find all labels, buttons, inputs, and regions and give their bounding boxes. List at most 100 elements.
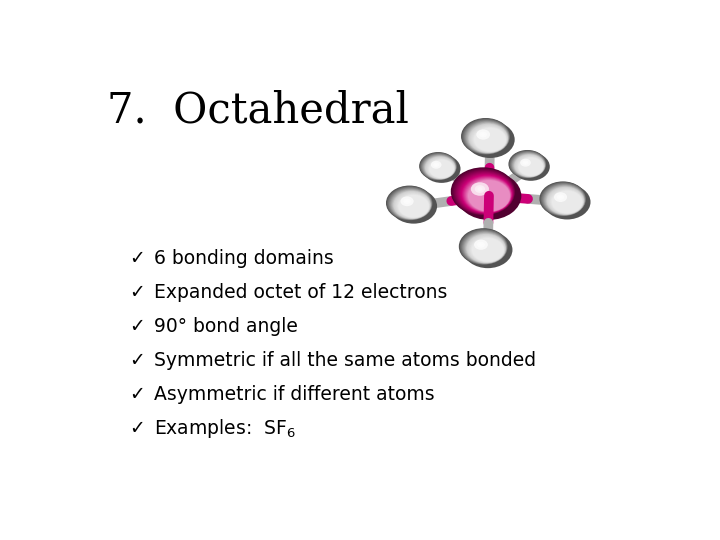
Circle shape <box>471 183 489 196</box>
Circle shape <box>554 192 567 202</box>
Circle shape <box>469 236 505 262</box>
Circle shape <box>477 242 485 248</box>
Circle shape <box>517 156 544 176</box>
Circle shape <box>508 150 546 178</box>
Circle shape <box>390 188 437 224</box>
Text: ✓: ✓ <box>130 317 145 336</box>
Circle shape <box>456 172 521 220</box>
Circle shape <box>549 189 583 214</box>
Text: Expanded octet of 12 electrons: Expanded octet of 12 electrons <box>154 283 448 302</box>
Circle shape <box>389 188 432 220</box>
Circle shape <box>481 133 485 136</box>
Circle shape <box>465 122 515 158</box>
Circle shape <box>470 125 508 152</box>
Circle shape <box>513 153 545 177</box>
Circle shape <box>464 177 511 212</box>
Circle shape <box>524 161 527 164</box>
Circle shape <box>420 153 456 180</box>
Circle shape <box>464 120 510 154</box>
Circle shape <box>470 237 504 262</box>
Circle shape <box>428 159 454 178</box>
Circle shape <box>462 231 507 264</box>
Circle shape <box>468 123 508 153</box>
Circle shape <box>455 170 514 214</box>
Text: Examples:  $\mathregular{SF_6}$: Examples: $\mathregular{SF_6}$ <box>154 417 296 440</box>
Circle shape <box>461 230 508 264</box>
Text: Asymmetric if different atoms: Asymmetric if different atoms <box>154 385 435 404</box>
Text: ✓: ✓ <box>130 351 145 370</box>
Circle shape <box>480 132 487 138</box>
Circle shape <box>551 190 582 213</box>
Circle shape <box>421 154 456 180</box>
Circle shape <box>547 187 584 214</box>
Circle shape <box>467 234 505 263</box>
Circle shape <box>514 154 544 177</box>
Circle shape <box>403 199 411 204</box>
Circle shape <box>466 122 509 153</box>
Text: 7.  Octahedral: 7. Octahedral <box>107 90 409 132</box>
Circle shape <box>474 185 485 193</box>
Circle shape <box>465 233 506 264</box>
Circle shape <box>546 186 584 215</box>
Circle shape <box>467 122 508 153</box>
Circle shape <box>392 191 431 219</box>
Circle shape <box>477 130 490 140</box>
Text: 90° bond angle: 90° bond angle <box>154 317 298 336</box>
Circle shape <box>469 235 505 262</box>
Circle shape <box>387 186 433 220</box>
Circle shape <box>466 179 510 212</box>
Circle shape <box>459 173 513 214</box>
Text: 6 bonding domains: 6 bonding domains <box>154 248 334 268</box>
Circle shape <box>426 157 455 179</box>
Circle shape <box>474 128 506 152</box>
Circle shape <box>513 153 545 177</box>
Circle shape <box>516 156 544 177</box>
Circle shape <box>515 155 544 177</box>
Circle shape <box>423 155 456 179</box>
Circle shape <box>523 160 528 165</box>
Circle shape <box>391 190 431 219</box>
Circle shape <box>456 171 514 214</box>
Circle shape <box>386 186 433 220</box>
Circle shape <box>472 126 507 152</box>
Circle shape <box>467 234 505 263</box>
Circle shape <box>453 169 515 215</box>
Circle shape <box>462 176 512 213</box>
Circle shape <box>394 192 431 219</box>
Circle shape <box>454 170 515 215</box>
Circle shape <box>463 177 512 213</box>
Circle shape <box>464 120 509 154</box>
Circle shape <box>517 157 544 176</box>
Text: ✓: ✓ <box>130 385 145 404</box>
Circle shape <box>425 157 455 179</box>
Circle shape <box>468 235 505 262</box>
Text: ✓: ✓ <box>130 283 145 302</box>
Circle shape <box>451 168 516 215</box>
Circle shape <box>388 187 432 220</box>
Circle shape <box>423 155 456 179</box>
Text: ✓: ✓ <box>130 419 145 438</box>
Circle shape <box>429 159 454 178</box>
Circle shape <box>395 192 430 218</box>
Circle shape <box>510 151 546 178</box>
Circle shape <box>550 190 582 214</box>
Circle shape <box>511 152 546 178</box>
Circle shape <box>546 187 584 214</box>
Circle shape <box>541 183 586 216</box>
Circle shape <box>471 125 507 152</box>
Circle shape <box>479 243 483 246</box>
Circle shape <box>426 157 455 179</box>
Circle shape <box>514 154 544 177</box>
Circle shape <box>425 156 455 179</box>
Circle shape <box>465 178 511 212</box>
Circle shape <box>461 118 510 154</box>
Circle shape <box>473 127 506 152</box>
Circle shape <box>467 123 508 153</box>
Circle shape <box>477 187 482 191</box>
Circle shape <box>516 156 544 177</box>
Circle shape <box>423 154 461 183</box>
Circle shape <box>464 232 506 264</box>
Circle shape <box>512 152 550 181</box>
Circle shape <box>510 151 546 178</box>
Circle shape <box>539 181 586 217</box>
